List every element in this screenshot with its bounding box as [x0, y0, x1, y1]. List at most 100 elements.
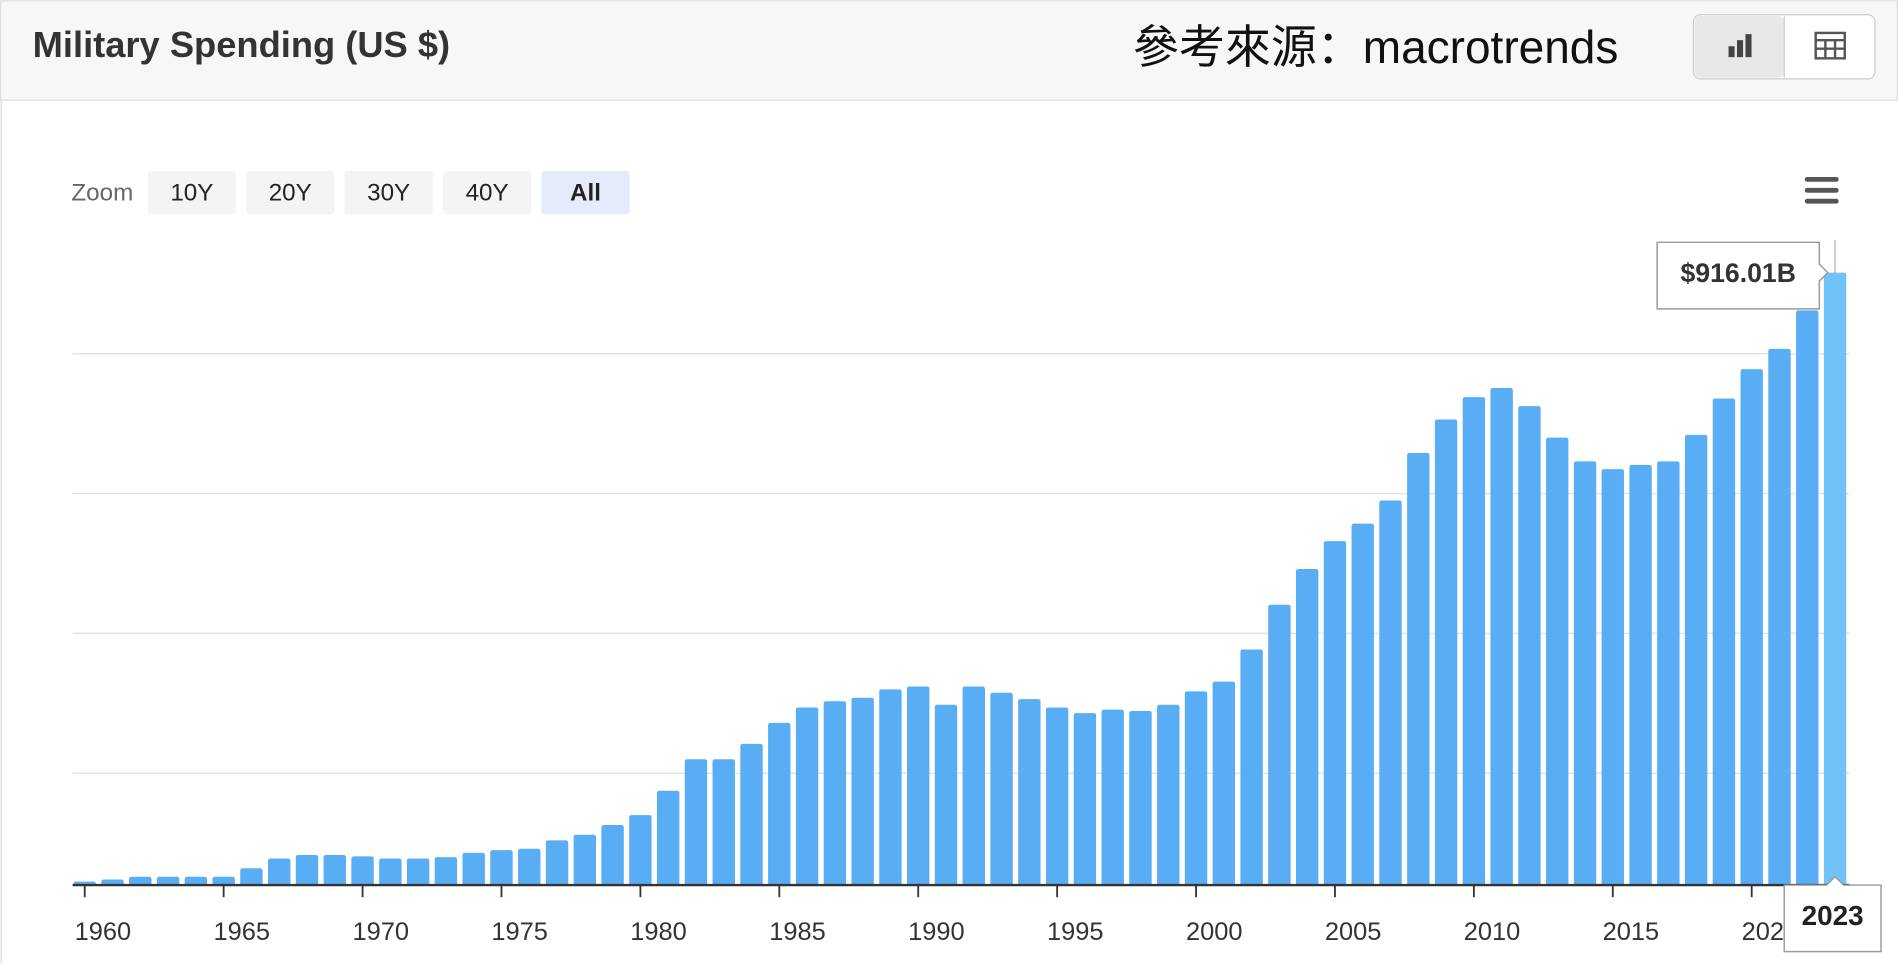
bar	[934, 704, 958, 886]
bar	[1796, 310, 1819, 886]
bar	[962, 686, 985, 886]
x-label-box	[1783, 875, 1882, 953]
bar	[434, 857, 458, 886]
zoom-button-label[interactable]: 10Y	[170, 179, 213, 206]
bar	[156, 876, 180, 886]
bar	[129, 876, 152, 886]
bar	[1157, 704, 1180, 886]
zoom-buttons: 10Y 20Y 30Y 40Y All	[147, 170, 630, 215]
zoom-button[interactable]	[147, 170, 237, 215]
bar	[795, 707, 819, 886]
x-tick-label: 1995	[1047, 918, 1104, 946]
zoom-button-label[interactable]: 30Y	[367, 179, 410, 206]
bar	[1407, 452, 1430, 886]
bar	[1823, 272, 1847, 886]
bar	[1129, 710, 1152, 886]
plot: 1960 1965 1970 1975 1980 1985 1990 1995 2000 2005…	[72, 239, 1882, 953]
table-view-button[interactable]	[1814, 31, 1846, 60]
bar	[295, 855, 319, 886]
bar	[1462, 397, 1486, 886]
x-label-highlight: 2023	[1802, 900, 1864, 931]
zoom-button[interactable]	[442, 170, 532, 215]
bar	[323, 855, 346, 886]
bar	[1490, 387, 1513, 886]
tooltip-box	[1656, 241, 1829, 310]
bar	[406, 858, 430, 886]
tooltip-value: $916.01B	[1680, 258, 1795, 288]
bar	[101, 879, 124, 886]
bar	[1240, 649, 1263, 886]
bar	[712, 759, 735, 886]
bar	[1657, 461, 1680, 886]
bar	[823, 701, 847, 886]
bar	[684, 759, 708, 886]
bar	[907, 686, 930, 886]
bar	[1379, 500, 1402, 886]
bar	[1768, 348, 1791, 886]
zoom-button[interactable]	[541, 170, 630, 215]
bar	[545, 840, 569, 886]
bar	[1018, 699, 1041, 886]
x-tick-label: 1980	[630, 918, 687, 946]
bar	[462, 852, 485, 886]
zoom-label: Zoom	[71, 179, 133, 206]
bar	[879, 689, 902, 886]
x-tick-label: 1965	[214, 918, 271, 946]
x-tick-label: 2000	[1186, 918, 1243, 946]
bar	[573, 834, 597, 886]
bar	[1351, 523, 1374, 886]
zoom-button-label[interactable]: 20Y	[269, 179, 312, 206]
bar	[184, 876, 208, 886]
bar	[851, 697, 874, 886]
bar	[1629, 464, 1652, 886]
bar	[212, 876, 235, 886]
x-tick-label: 1960	[75, 918, 132, 946]
bar	[240, 868, 263, 886]
bar	[1573, 461, 1597, 886]
bar	[601, 824, 624, 886]
bar	[740, 743, 763, 886]
bar	[1684, 434, 1708, 886]
bar	[1323, 541, 1347, 886]
bar	[268, 858, 291, 886]
header-title: Military Spending (US $)	[33, 24, 450, 65]
zoom-button[interactable]	[344, 170, 433, 215]
icon-bar	[1737, 40, 1744, 58]
bar	[1434, 419, 1458, 886]
bar	[490, 850, 513, 886]
bar	[1295, 569, 1319, 886]
x-tick-label: 2005	[1325, 918, 1382, 946]
bar	[990, 692, 1013, 886]
x-tick-label: 1990	[908, 918, 965, 946]
bar	[1073, 713, 1097, 886]
bar	[656, 790, 680, 886]
icon-bar	[1728, 46, 1735, 58]
bar	[1184, 691, 1208, 886]
x-tick-label: 2015	[1603, 918, 1660, 946]
zoom-button[interactable]	[246, 170, 335, 215]
bar	[1546, 437, 1569, 886]
view-switch	[1692, 14, 1876, 80]
bar	[1212, 681, 1236, 886]
x-tick-label: 1985	[769, 918, 826, 946]
zoom-button-label[interactable]: All	[570, 179, 601, 206]
bar	[768, 722, 791, 886]
bar	[351, 856, 374, 886]
x-tick-label: 1970	[352, 918, 409, 946]
icon-bar	[1745, 34, 1752, 58]
source-note: 參考來源：macrotrends	[1133, 21, 1619, 73]
bar	[379, 858, 402, 886]
bar	[1101, 709, 1124, 886]
bar	[1045, 707, 1069, 886]
zoom-button-label[interactable]: 40Y	[466, 179, 509, 206]
x-tick-label: 2010	[1464, 918, 1521, 946]
bar	[1601, 469, 1624, 886]
bar	[629, 815, 652, 886]
menu-button[interactable]	[1804, 176, 1839, 204]
x-tick-label: 1975	[491, 918, 548, 946]
header-bar	[0, 0, 1898, 101]
bar	[1712, 398, 1736, 886]
bar	[1740, 369, 1763, 886]
